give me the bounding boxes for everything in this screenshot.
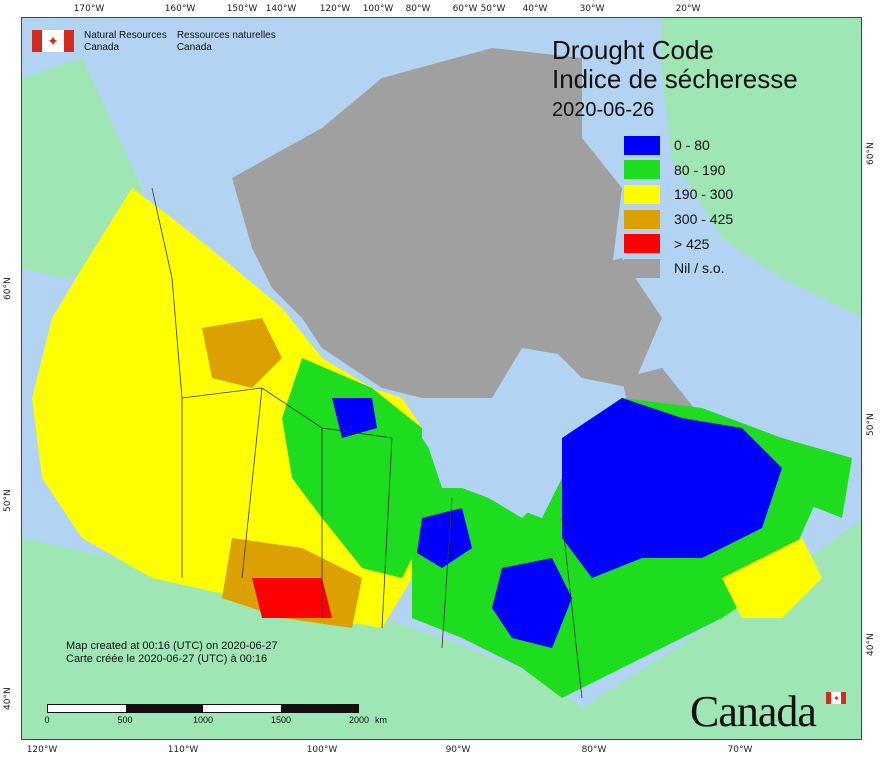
legend-item: 190 - 300: [624, 182, 733, 207]
graticule-top-label: 30°W: [579, 4, 605, 14]
graticule-top-label: 160°W: [164, 4, 196, 14]
graticule-top-label: 140°W: [265, 4, 297, 14]
graticule-bottom-label: 90°W: [445, 745, 471, 755]
graticule-left-label: 50°N: [3, 489, 13, 512]
map-title: Drought Code Indice de sécheresse 2020-0…: [552, 36, 798, 124]
graticule-top-label: 60°W: [452, 4, 478, 14]
graticule-top-label: 50°W: [480, 4, 506, 14]
legend-label: 0 - 80: [674, 137, 710, 154]
title-en: Drought Code: [552, 35, 714, 65]
scale-label: 500: [117, 715, 133, 725]
title-fr: Indice de sécheresse: [552, 64, 798, 94]
hudson-bay: [422, 398, 552, 518]
graticule-top-label: 120°W: [319, 4, 351, 14]
legend-label: 300 - 425: [674, 211, 734, 228]
baffin-island: [542, 258, 662, 388]
map-canvas[interactable]: [21, 17, 862, 740]
legend-swatch: [624, 184, 660, 204]
wordmark-text: Canada: [690, 687, 817, 736]
canada-flag-icon: ✦: [32, 30, 74, 52]
prairies-green: [282, 358, 442, 578]
nrcan-signature: ✦ Natural Resources Canada Ressources na…: [32, 30, 276, 54]
drought-map-svg: [22, 18, 861, 739]
legend-swatch: [624, 160, 660, 180]
map-credit: Map created at 00:16 (UTC) on 2020-06-27…: [66, 640, 278, 666]
graticule-bottom-label: 120°W: [26, 745, 58, 755]
graticule-right-label: 60°N: [866, 142, 876, 165]
legend-swatch: [624, 234, 660, 254]
graticule-top-label: 40°W: [522, 4, 548, 14]
agency-fr-line2: Canada: [176, 42, 212, 53]
scale-bar-graphic: [47, 704, 359, 713]
legend-label: 80 - 190: [674, 161, 726, 178]
agency-en-line2: Canada: [84, 42, 120, 53]
legend-item: Nil / s.o.: [624, 256, 733, 281]
ontario-blue-blob: [492, 558, 572, 648]
province-boundaries: [151, 187, 583, 699]
graticule-top-label: 170°W: [73, 4, 105, 14]
manitoba-blue-blob: [417, 508, 472, 568]
credit-en: Map created at 00:16 (UTC) on 2020-06-27: [66, 640, 278, 652]
agency-fr-line1: Ressources naturelles: [176, 30, 276, 41]
map-date: 2020-06-26: [552, 99, 655, 121]
scale-bar: 0 500 1000 1500 2000 km: [44, 704, 387, 727]
legend-item: 80 - 190: [624, 158, 733, 183]
graticule-right-label: 40°N: [866, 633, 876, 656]
graticule-bottom-label: 110°W: [167, 745, 199, 755]
legend-item: > 425: [624, 231, 733, 256]
legend-label: Nil / s.o.: [674, 260, 725, 277]
scale-label: 1500: [270, 715, 292, 725]
graticule-left-label: 60°N: [3, 277, 13, 300]
prairie-red: [252, 578, 332, 618]
legend-swatch: [624, 258, 660, 278]
legend-item: 300 - 425: [624, 207, 733, 232]
scale-unit: km: [375, 715, 387, 725]
scale-label: 0: [44, 715, 50, 725]
usa-land: [22, 519, 861, 739]
graticule-left-label: 40°N: [3, 687, 13, 710]
canada-wordmark: Canada ✦: [690, 686, 846, 737]
graticule-bottom-label: 100°W: [306, 745, 338, 755]
scale-label: 2000: [348, 715, 370, 725]
newfoundland: [782, 438, 852, 518]
legend-label: > 425: [674, 235, 710, 252]
quebec-blue: [562, 398, 782, 578]
wordmark-flag-icon: ✦: [826, 692, 846, 704]
arctic-islands: [232, 48, 642, 398]
graticule-bottom-label: 70°W: [727, 745, 753, 755]
legend-label: 190 - 300: [674, 186, 734, 203]
graticule-bottom-label: 80°W: [581, 745, 607, 755]
graticule-top-label: 100°W: [362, 4, 394, 14]
maritimes: [722, 538, 822, 618]
bc-orange: [202, 318, 282, 388]
scale-label: 1000: [192, 715, 214, 725]
credit-fr: Carte créée le 2020-06-27 (UTC) à 00:16: [66, 653, 268, 665]
graticule-top-label: 150°W: [226, 4, 258, 14]
graticule-top-label: 80°W: [405, 4, 431, 14]
legend-item: 0 - 80: [624, 133, 733, 158]
graticule-right-label: 50°N: [866, 413, 876, 436]
agency-en-line1: Natural Resources: [84, 30, 167, 41]
nunavut-blue-blob: [332, 398, 377, 438]
graticule-top-label: 20°W: [675, 4, 701, 14]
legend: 0 - 80 80 - 190 190 - 300 300 - 425 > 42…: [624, 133, 733, 281]
legend-swatch: [624, 135, 660, 155]
legend-swatch: [624, 209, 660, 229]
greenland-land: [662, 18, 861, 318]
